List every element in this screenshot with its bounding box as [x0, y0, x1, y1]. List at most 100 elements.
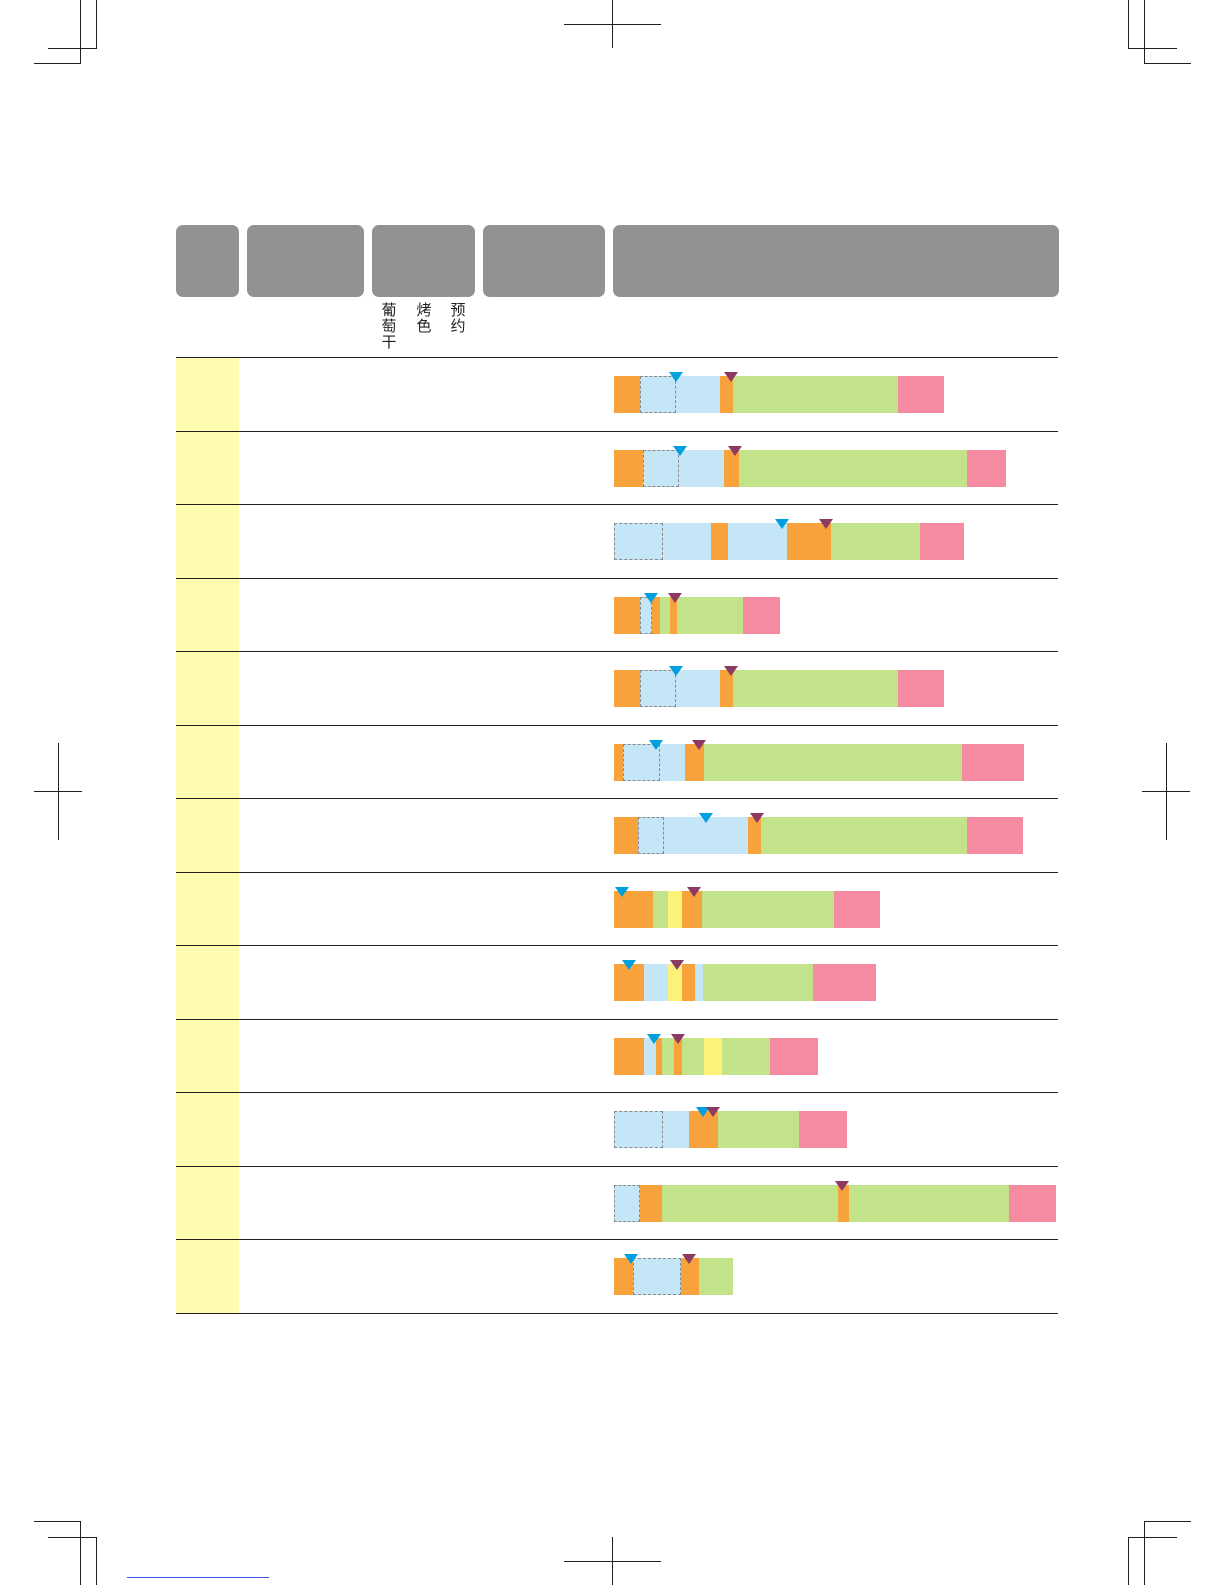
header-box-number: [176, 225, 239, 297]
crop-mark: [34, 791, 82, 792]
row-number-cell: [176, 1093, 239, 1166]
marker-purple-icon: [724, 372, 738, 382]
marker-blue-icon: [644, 592, 658, 603]
marker-blue-icon: [699, 813, 713, 823]
timeline-dashed-window: [614, 523, 663, 560]
timeline-segment-green: [733, 376, 898, 413]
timeline-segment-blue: [695, 964, 703, 1001]
row-number-cell: [176, 431, 239, 504]
crop-mark: [34, 1521, 81, 1522]
row-divider: [176, 1092, 1058, 1093]
crop-mark: [80, 1521, 81, 1585]
row-divider: [176, 1019, 1058, 1020]
timeline-segment-pink: [967, 817, 1023, 854]
marker-purple-icon: [671, 1033, 685, 1044]
timeline-segment-orange: [724, 449, 739, 487]
subheading-char: 约: [450, 317, 466, 335]
timeline-segment-pink: [962, 743, 1024, 781]
timeline-segment-orange: [787, 523, 831, 560]
timeline-segment-green: [699, 1258, 733, 1295]
row-divider: [176, 1239, 1058, 1240]
header-box-process: [613, 225, 1059, 297]
timeline-segment-orange: [670, 596, 677, 634]
marker-purple-icon: [668, 592, 682, 603]
timeline-segment-green: [702, 890, 834, 928]
marker-purple-icon: [692, 739, 706, 750]
subheading-char: 干: [381, 333, 397, 351]
timeline-segment-blue: [640, 376, 720, 413]
timeline-segment-green: [662, 1037, 674, 1075]
row-divider: [176, 798, 1058, 799]
marker-blue-icon: [696, 1107, 710, 1117]
timeline-segment-orange: [614, 743, 623, 781]
subheading-char: 预: [450, 301, 466, 319]
crop-mark: [96, 0, 97, 48]
subheading-crust-color: 烤 色: [416, 302, 432, 334]
subheading-char: 烤: [416, 301, 432, 319]
timeline-segment-pink: [834, 890, 880, 928]
timeline-segment-green: [660, 596, 670, 634]
crop-mark: [564, 24, 661, 25]
row-divider: [176, 357, 1058, 358]
row-divider: [176, 504, 1058, 505]
timeline-segment-yellow: [668, 890, 682, 928]
marker-purple-icon: [724, 666, 738, 676]
timeline-segment-green: [662, 1184, 838, 1222]
timeline-segment-orange: [674, 1037, 682, 1075]
timeline-segment-orange: [614, 817, 638, 854]
timeline-dashed-window: [640, 376, 676, 413]
row-divider: [176, 578, 1058, 579]
timeline-segment-green: [682, 1037, 704, 1075]
marker-blue-icon: [669, 372, 683, 382]
timeline-segment-orange: [720, 376, 733, 413]
row-number-cell: [176, 505, 239, 578]
timeline-segment-blue: [643, 449, 724, 487]
row-divider: [176, 431, 1058, 432]
crop-mark: [1128, 1537, 1129, 1585]
subheading-char: 萄: [381, 317, 397, 335]
timeline-segment-orange: [614, 596, 640, 634]
marker-purple-icon: [706, 1107, 720, 1117]
row-divider: [176, 945, 1058, 946]
crop-mark: [1128, 0, 1129, 48]
marker-purple-icon: [687, 886, 701, 897]
marker-blue-icon: [624, 1254, 638, 1264]
timeline-segment-blue: [614, 1111, 689, 1148]
marker-blue-icon: [775, 519, 789, 529]
marker-purple-icon: [670, 960, 684, 970]
crop-mark: [80, 0, 81, 63]
timeline-segment-orange: [614, 964, 644, 1001]
marker-blue-icon: [673, 445, 687, 456]
row-number-cell: [176, 872, 239, 945]
timeline-segment-green: [653, 890, 668, 928]
timeline-segment-blue: [640, 670, 720, 707]
marker-purple-icon: [682, 1254, 696, 1264]
timeline-segment-pink: [898, 670, 944, 707]
timeline-segment-orange: [614, 449, 643, 487]
crop-mark: [1128, 1537, 1177, 1538]
timeline-segment-green: [831, 523, 920, 560]
timeline-segment-pink: [967, 449, 1006, 487]
timeline-segment-blue: [614, 1184, 640, 1222]
subheading-raisin: 葡 萄 干: [381, 302, 397, 350]
timeline-segment-green: [704, 743, 962, 781]
header-box-time: [483, 225, 605, 297]
timeline-segment-green: [739, 449, 967, 487]
timeline-segment-orange: [689, 1111, 718, 1148]
marker-purple-icon: [750, 813, 764, 823]
timeline-segment-green: [761, 817, 967, 854]
timeline-dashed-window: [614, 1111, 663, 1148]
crop-mark: [1144, 1521, 1191, 1522]
timeline-segment-pink: [898, 376, 944, 413]
marker-purple-icon: [819, 519, 833, 529]
timeline-segment-orange: [720, 670, 733, 707]
timeline-segment-green: [849, 1184, 1009, 1222]
timeline-segment-orange: [838, 1184, 849, 1222]
timeline-segment-green: [677, 596, 743, 634]
timeline-dashed-window: [638, 817, 664, 854]
marker-blue-icon: [669, 666, 683, 676]
timeline-segment-orange: [614, 1258, 633, 1295]
timeline-segment-blue: [640, 596, 652, 634]
footer-link-underline: [127, 1577, 269, 1578]
row-number-cell: [176, 652, 239, 725]
